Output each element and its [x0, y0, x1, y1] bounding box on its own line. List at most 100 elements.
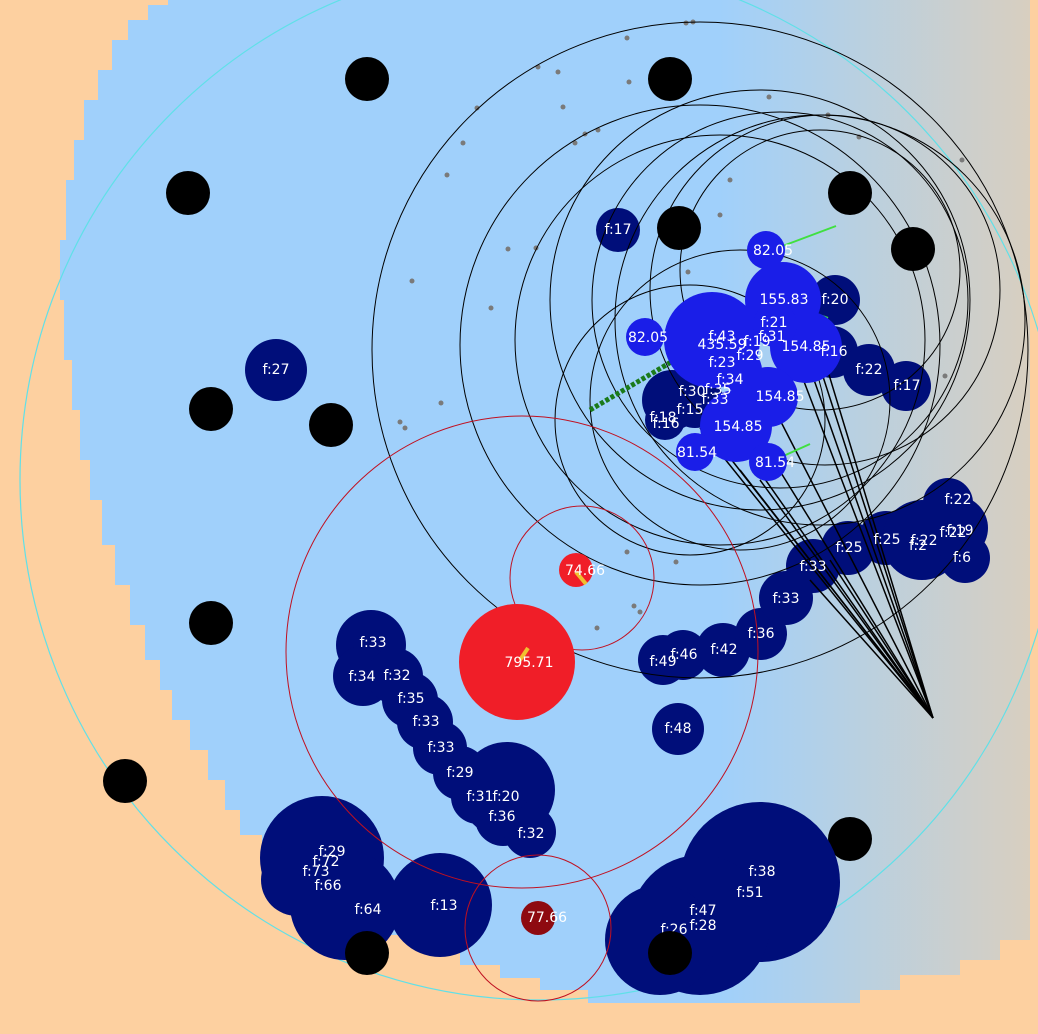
food-label: f:34: [349, 669, 376, 685]
food-label: f:35: [705, 382, 732, 398]
food-label: f:22: [856, 362, 883, 378]
target-lines: [699, 329, 934, 719]
food-label: f:46: [671, 647, 698, 663]
food-label: f:33: [702, 392, 729, 408]
food-label: f:17: [605, 222, 632, 238]
zone-boundary-ring: [19, 0, 1038, 1001]
food-label: f:6: [953, 550, 971, 566]
enemy-mass-label: 77.66: [527, 910, 567, 926]
food-label: f:49: [650, 654, 677, 670]
food-label: f:19: [947, 523, 974, 539]
food-label: f:16: [821, 344, 848, 360]
enemy-heading: [518, 646, 530, 662]
food-label: f:66: [315, 878, 342, 894]
food-label: f:72: [313, 854, 340, 870]
food-label: f:25: [874, 532, 901, 548]
food-label: f:19: [744, 334, 771, 350]
player-cell[interactable]: [676, 433, 714, 471]
food-label: f:42: [711, 642, 738, 658]
food-label: f:20: [822, 292, 849, 308]
food-label: f:31: [467, 789, 494, 805]
food-label: f:48: [665, 721, 692, 737]
food-label-group: f:17 f:27 f:20 f:16 f:22 f:17 f:21 f:31 …: [263, 222, 974, 938]
food-label: f:36: [748, 626, 775, 642]
food-label: f:22: [911, 533, 938, 549]
food-cluster-group: [245, 208, 990, 995]
player-mass-label: 81.54: [755, 455, 795, 471]
food-label: f:13: [431, 898, 458, 914]
player-mass-label: 82.05: [628, 330, 668, 346]
virus: [166, 171, 210, 215]
virus: [345, 57, 389, 101]
food-label: f:15: [677, 402, 704, 418]
food-label: f:38: [749, 864, 776, 880]
enemy-mass-label: 74.66: [565, 563, 605, 579]
food-label: f:23: [709, 355, 736, 371]
food-label: f:27: [263, 362, 290, 378]
player-mass-label: 82.05: [753, 243, 793, 259]
food-label: f:18: [650, 410, 677, 426]
player-mass-label: 155.83: [760, 292, 809, 308]
virus: [648, 931, 692, 975]
virus: [657, 206, 701, 250]
player-mass-label: 154.85: [782, 339, 831, 355]
virus: [103, 759, 147, 803]
food-label: f:29: [319, 844, 346, 860]
food-label: f:33: [773, 591, 800, 607]
food-label: f:43: [709, 329, 736, 345]
enemy-label-group: 795.71 74.66 77.66: [505, 563, 606, 926]
virus: [189, 387, 233, 431]
food-label: f:33: [800, 559, 827, 575]
enemy-range-rings: [285, 415, 759, 1002]
food-label: f:34: [717, 372, 744, 388]
enemy-cell-small[interactable]: [559, 553, 593, 587]
player-cell[interactable]: [749, 443, 787, 481]
virus: [345, 931, 389, 975]
food-label: f:47: [690, 903, 717, 919]
food-label: f:33: [428, 740, 455, 756]
virus: [828, 171, 872, 215]
food-label: f:32: [518, 826, 545, 842]
enemy-cell-large[interactable]: [459, 604, 575, 720]
range-rings: [371, 21, 1029, 679]
player-mass-label: 435.59: [698, 337, 747, 353]
virus: [828, 817, 872, 861]
enemy-heading: [574, 570, 588, 586]
player-cell-group: [626, 231, 842, 481]
food-label: f:33: [360, 635, 387, 651]
enemy-mass-label: 795.71: [505, 655, 554, 671]
food-label: f:31: [759, 329, 786, 345]
player-cell[interactable]: [700, 390, 772, 462]
enemy-cell-dark[interactable]: [521, 901, 555, 935]
food-label: f:32: [384, 668, 411, 684]
food-label: f:35: [398, 691, 425, 707]
food-label: f:21: [761, 315, 788, 331]
food-label: f:25: [836, 540, 863, 556]
food-label: f:28: [690, 918, 717, 934]
food-label: f:2: [909, 538, 927, 554]
food-label: f:73: [303, 864, 330, 880]
food-label: f:64: [355, 902, 382, 918]
food-label: f:20: [493, 789, 520, 805]
food-label: f:17: [894, 378, 921, 394]
player-mass-label: 154.85: [714, 419, 763, 435]
food-label: f:22: [940, 525, 967, 541]
food-label: f:29: [737, 348, 764, 364]
food-label: f:29: [447, 765, 474, 781]
player-cell[interactable]: [747, 231, 785, 269]
food-label: f:33: [413, 714, 440, 730]
virus: [648, 57, 692, 101]
virus: [309, 403, 353, 447]
player-mass-label: 81.54: [677, 445, 717, 461]
player-label-group: 82.05 155.83 82.05 435.59 154.85 154.85 …: [628, 243, 831, 471]
player-mass-label: 154.85: [756, 389, 805, 405]
food-label: f:30: [679, 384, 706, 400]
food-label: f:16: [653, 416, 680, 432]
food-label: f:51: [737, 885, 764, 901]
safe-zone: [60, 0, 1030, 1003]
food-label: f:36: [489, 809, 516, 825]
virus: [189, 601, 233, 645]
food-label: f:22: [945, 492, 972, 508]
player-cell[interactable]: [626, 318, 664, 356]
